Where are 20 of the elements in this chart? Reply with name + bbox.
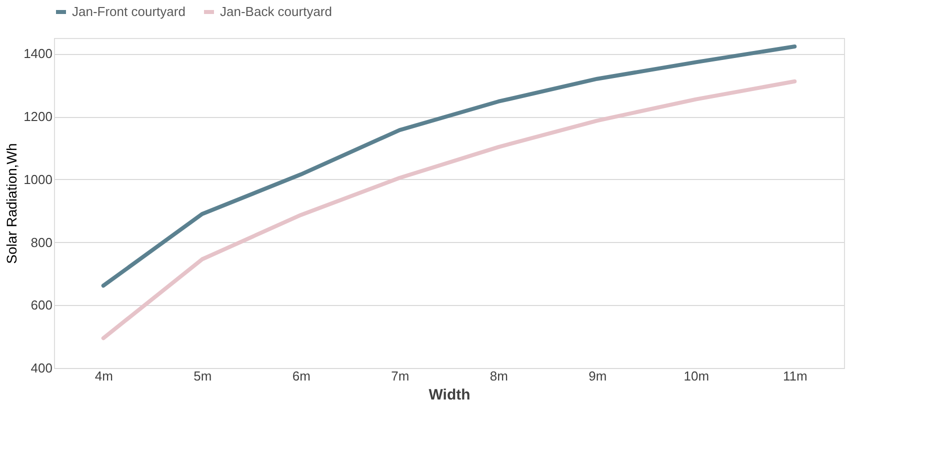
x-tick-label: 9m [588,368,607,384]
legend-label: Jan-Front courtyard [72,4,186,19]
x-tick-label: 7m [391,368,410,384]
x-tick-label: 11m [782,368,808,384]
x-axis-title: Width [428,386,470,404]
y-axis-title: Solar Radiation,Wh [4,143,20,264]
line-series [101,44,797,288]
x-tick-label: 8m [490,368,508,384]
legend-label: Jan-Back courtyard [220,4,332,19]
y-tick-label: 1400 [24,46,52,62]
y-tick-label: 1000 [24,172,52,187]
line-series [101,79,797,340]
y-tick-label: 600 [30,298,52,313]
x-tick-label: 10m [684,368,710,384]
x-tick-label: 5m [194,368,212,384]
x-tick-label: 4m [94,368,113,384]
y-tick-label: 1200 [24,109,52,124]
y-tick-label: 800 [30,234,52,250]
x-tick-label: 6m [292,368,310,384]
y-tick-label: 400 [30,360,52,376]
